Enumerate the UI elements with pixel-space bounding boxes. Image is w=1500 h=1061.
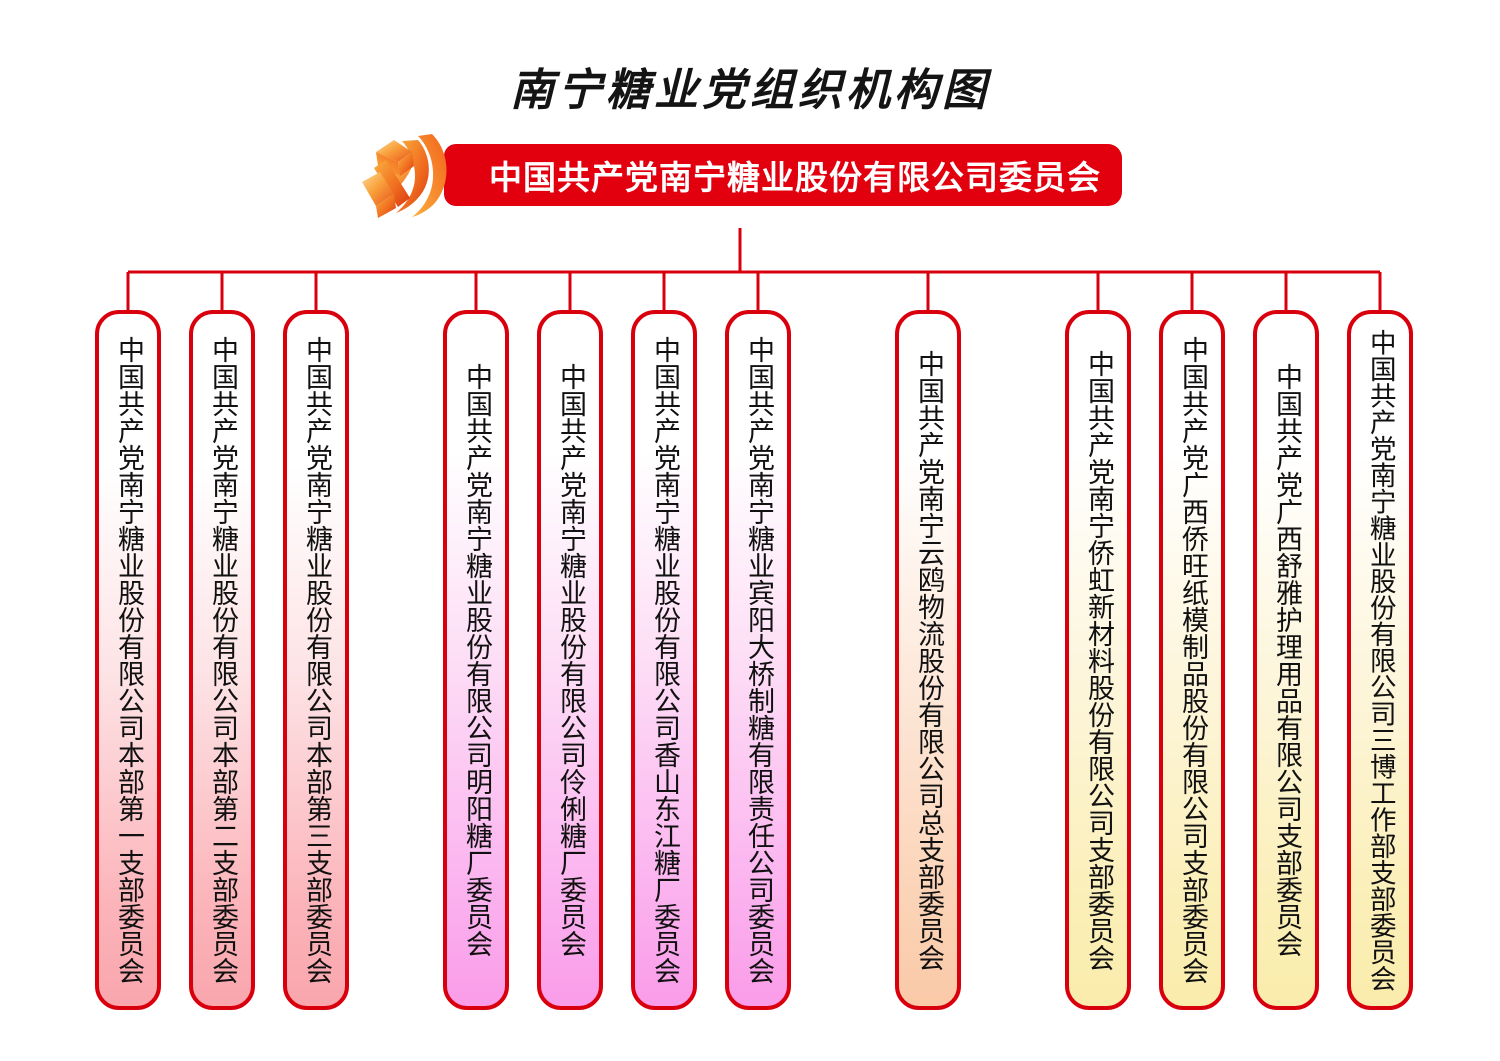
- org-node-label: 中国共产党南宁糖业宾阳大桥制糖有限责任公司委员会: [743, 336, 775, 984]
- org-node-box[interactable]: 中国共产党南宁糖业股份有限公司本部第二支部委员会: [189, 310, 255, 1010]
- org-node-box[interactable]: 中国共产党南宁糖业宾阳大桥制糖有限责任公司委员会: [725, 310, 791, 1010]
- org-node-box[interactable]: 中国共产党南宁糖业股份有限公司三博工作部支部委员会: [1347, 310, 1413, 1010]
- org-node-label: 中国共产党广西侨旺纸模制品股份有限公司支部委员会: [1177, 336, 1209, 984]
- org-node-box[interactable]: 中国共产党南宁糖业股份有限公司本部第一支部委员会: [95, 310, 161, 1010]
- party-emblem-icon: [362, 134, 447, 218]
- org-node-label: 中国共产党南宁糖业股份有限公司香山东江糖厂委员会: [649, 336, 681, 984]
- org-node-label: 中国共产党南宁云鸥物流股份有限公司总支部委员会: [913, 349, 945, 971]
- org-node-box[interactable]: 中国共产党广西侨旺纸模制品股份有限公司支部委员会: [1159, 310, 1225, 1010]
- org-node-box[interactable]: 中国共产党南宁糖业股份有限公司伶俐糖厂委员会: [537, 310, 603, 1010]
- org-node-label: 中国共产党南宁糖业股份有限公司明阳糖厂委员会: [461, 363, 493, 957]
- org-node-label: 中国共产党南宁糖业股份有限公司本部第一支部委员会: [113, 336, 145, 984]
- org-node-box[interactable]: 中国共产党南宁糖业股份有限公司明阳糖厂委员会: [443, 310, 509, 1010]
- org-node-label: 中国共产党广西舒雅护理用品有限公司支部委员会: [1271, 363, 1303, 957]
- org-node-box[interactable]: 中国共产党南宁糖业股份有限公司本部第三支部委员会: [283, 310, 349, 1010]
- org-node-label: 中国共产党南宁侨虹新材料股份有限公司支部委员会: [1083, 349, 1115, 971]
- org-node-label: 中国共产党南宁糖业股份有限公司本部第二支部委员会: [207, 336, 239, 984]
- org-node-box[interactable]: 中国共产党广西舒雅护理用品有限公司支部委员会: [1253, 310, 1319, 1010]
- root-node: 中国共产党南宁糖业股份有限公司委员会: [348, 120, 1122, 228]
- org-node-label: 中国共产党南宁糖业股份有限公司本部第三支部委员会: [301, 336, 333, 984]
- org-node-box[interactable]: 中国共产党南宁糖业股份有限公司香山东江糖厂委员会: [631, 310, 697, 1010]
- org-node-label: 中国共产党南宁糖业股份有限公司伶俐糖厂委员会: [555, 363, 587, 957]
- org-node-box[interactable]: 中国共产党南宁云鸥物流股份有限公司总支部委员会: [895, 310, 961, 1010]
- org-node-box[interactable]: 中国共产党南宁侨虹新材料股份有限公司支部委员会: [1065, 310, 1131, 1010]
- page-title: 南宁糖业党组织机构图: [510, 65, 990, 116]
- root-banner[interactable]: 中国共产党南宁糖业股份有限公司委员会: [444, 144, 1122, 206]
- root-label: 中国共产党南宁糖业股份有限公司委员会: [489, 158, 1101, 197]
- org-node-label: 中国共产党南宁糖业股份有限公司三博工作部支部委员会: [1364, 328, 1396, 992]
